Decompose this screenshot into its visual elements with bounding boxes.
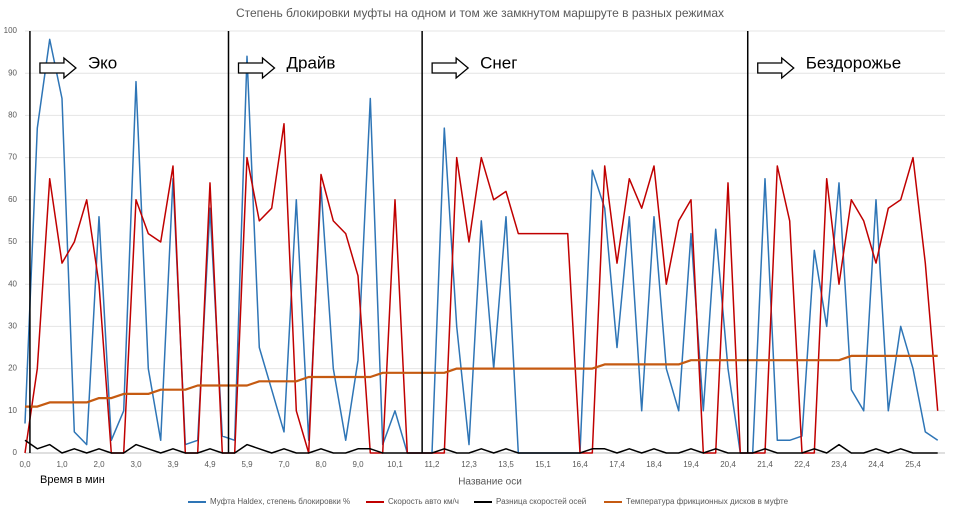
x-tick-label: 7,0 — [278, 460, 290, 469]
y-tick-label: 90 — [8, 68, 17, 77]
x-tick-label: 23,4 — [831, 460, 847, 469]
region-arrow — [757, 56, 795, 80]
y-tick-label: 40 — [8, 279, 17, 288]
region-label: Бездорожье — [806, 53, 901, 72]
y-tick-label: 50 — [8, 237, 17, 246]
x-tick-label: 8,0 — [315, 460, 327, 469]
y-tick-label: 80 — [8, 111, 17, 120]
time-note: Время в мин — [40, 474, 105, 486]
x-axis-label: Название оси — [458, 477, 522, 488]
y-tick-label: 10 — [8, 406, 17, 415]
y-tick-label: 30 — [8, 322, 17, 331]
region-label: Эко — [88, 53, 117, 72]
y-tick-label: 60 — [8, 195, 17, 204]
x-tick-label: 4,9 — [204, 460, 216, 469]
x-tick-label: 21,4 — [757, 460, 773, 469]
x-tick-label: 15,1 — [535, 460, 551, 469]
x-tick-label: 12,3 — [461, 460, 477, 469]
x-tick-label: 19,4 — [683, 460, 699, 469]
x-tick-label: 25,4 — [905, 460, 921, 469]
region-arrow — [39, 56, 77, 80]
x-tick-label: 3,9 — [167, 460, 179, 469]
series-line — [24, 439, 938, 454]
chart-title: Степень блокировки муфты на одном и том … — [236, 6, 724, 20]
x-tick-label: 20,4 — [720, 460, 736, 469]
y-tick-label: 100 — [4, 26, 18, 35]
legend-label: Скорость авто км/ч — [388, 497, 459, 506]
x-tick-label: 10,1 — [387, 460, 403, 469]
legend-label: Муфта Haldex, степень блокировки % — [210, 497, 350, 506]
region-arrow — [431, 56, 470, 80]
x-tick-label: 9,0 — [352, 460, 364, 469]
x-tick-label: 1,0 — [56, 460, 68, 469]
series-line — [24, 38, 939, 454]
legend-label: Разница скоростей осей — [496, 497, 586, 506]
region-label: Снег — [480, 53, 517, 72]
x-tick-label: 5,9 — [241, 460, 253, 469]
legend-label: Температура фрикционных дисков в муфте — [626, 497, 789, 506]
x-tick-label: 16,4 — [572, 460, 588, 469]
x-tick-label: 11,2 — [425, 460, 441, 469]
y-tick-label: 0 — [13, 448, 18, 457]
x-tick-label: 3,0 — [130, 460, 142, 469]
x-tick-label: 2,0 — [93, 460, 105, 469]
x-tick-label: 18,4 — [646, 460, 662, 469]
region-label: Драйв — [287, 53, 336, 72]
x-tick-label: 0,0 — [19, 460, 31, 469]
region-arrow — [237, 56, 276, 80]
series-line — [25, 354, 938, 408]
series-line — [24, 123, 939, 454]
x-tick-label: 22,4 — [794, 460, 810, 469]
x-tick-label: 13,5 — [498, 460, 514, 469]
y-tick-label: 70 — [8, 153, 17, 162]
x-tick-label: 17,4 — [609, 460, 625, 469]
x-tick-label: 24,4 — [868, 460, 884, 469]
y-tick-label: 20 — [8, 364, 17, 373]
